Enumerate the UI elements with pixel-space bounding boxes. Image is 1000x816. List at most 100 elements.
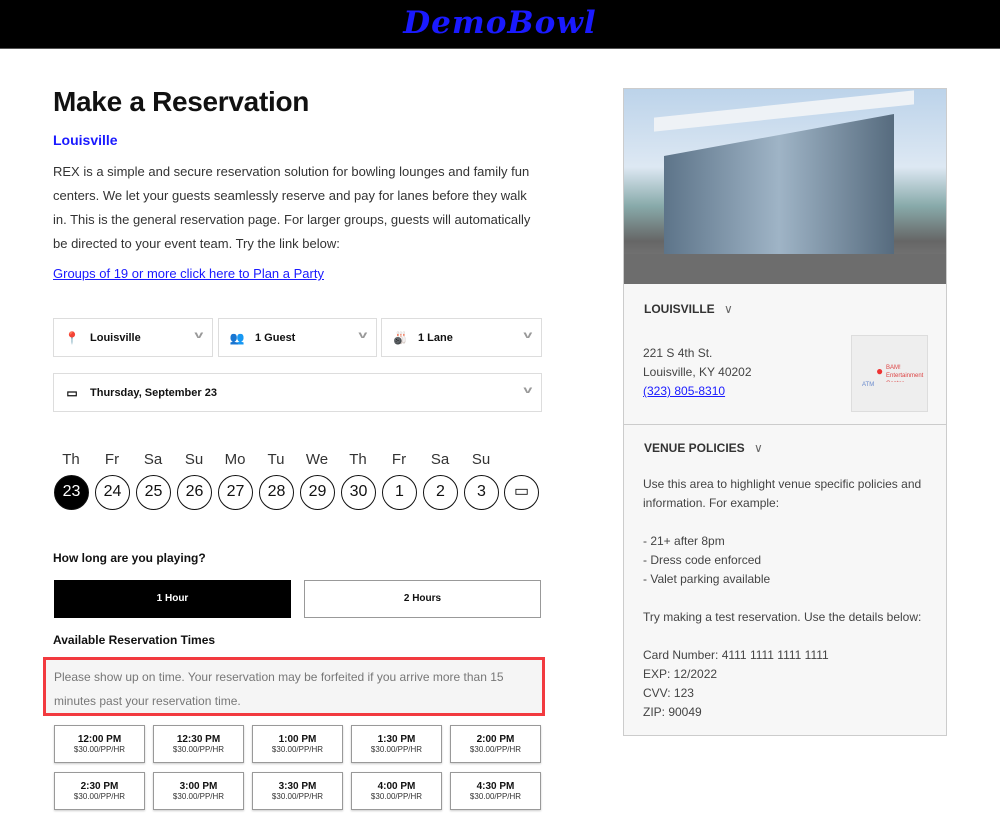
- location-select[interactable]: 📍 Louisville v: [53, 318, 213, 357]
- punctuality-notice: Please show up on time. Your reservation…: [43, 657, 545, 716]
- chevron-down-icon: v: [194, 330, 204, 341]
- date-option[interactable]: 24: [95, 475, 130, 510]
- day-of-week-label: Tu: [267, 451, 285, 468]
- policy-line: - 21+ after 8pm: [643, 534, 725, 548]
- venue-map[interactable]: ● BAM! Entertainment Center ATM: [851, 335, 928, 412]
- slot-time: 4:00 PM: [377, 781, 416, 792]
- chevron-down-icon: v: [523, 385, 533, 396]
- date-option[interactable]: 2: [423, 475, 458, 510]
- time-slot-button[interactable]: 2:30 PM $30.00/PP/HR: [54, 772, 145, 810]
- intro-text: REX is a simple and secure reservation s…: [53, 164, 531, 251]
- date-option[interactable]: 28: [259, 475, 294, 510]
- slot-price: $30.00/PP/HR: [73, 745, 126, 754]
- policy-line: [643, 627, 933, 646]
- slot-time: 1:30 PM: [377, 734, 416, 745]
- reservation-intro: Make a Reservation Louisville REX is a s…: [53, 86, 542, 281]
- date-option[interactable]: 25: [136, 475, 171, 510]
- duration-label: How long are you playing?: [53, 551, 206, 565]
- time-slot-button[interactable]: 3:00 PM $30.00/PP/HR: [153, 772, 244, 810]
- slot-time: 1:00 PM: [278, 734, 317, 745]
- calendar-icon: ▭: [66, 385, 78, 400]
- policy-line: Use this area to highlight venue specifi…: [643, 477, 922, 510]
- slot-time: 3:30 PM: [278, 781, 317, 792]
- location-name: Louisville: [53, 132, 118, 148]
- venue-name-toggle[interactable]: LOUISVILLE ∨: [644, 302, 733, 316]
- slot-price: $30.00/PP/HR: [172, 745, 225, 754]
- venue-phone-link[interactable]: (323) 805-8310: [643, 384, 726, 398]
- policy-line: Try making a test reservation. Use the d…: [643, 610, 922, 624]
- time-slot-button[interactable]: 2:00 PM $30.00/PP/HR: [450, 725, 541, 763]
- time-slot-button[interactable]: 1:00 PM $30.00/PP/HR: [252, 725, 343, 763]
- bowling-icon: 🎳: [392, 330, 408, 345]
- day-of-week-label: Sa: [143, 451, 163, 468]
- policy-line: [643, 513, 933, 532]
- chevron-down-icon: ∨: [754, 441, 763, 455]
- day-of-week-label: Fr: [104, 451, 120, 468]
- page-title: Make a Reservation: [53, 86, 310, 117]
- chevron-down-icon: v: [358, 330, 368, 341]
- date-option[interactable]: 1: [382, 475, 417, 510]
- slot-price: $30.00/PP/HR: [370, 745, 423, 754]
- date-option[interactable]: 29: [300, 475, 335, 510]
- day-of-week-label: Su: [471, 451, 491, 468]
- slot-price: $30.00/PP/HR: [370, 792, 423, 801]
- time-slot-button[interactable]: 1:30 PM $30.00/PP/HR: [351, 725, 442, 763]
- guests-value: 1 Guest: [255, 331, 296, 344]
- slot-price: $30.00/PP/HR: [469, 792, 522, 801]
- people-icon: 👥: [229, 330, 245, 345]
- lanes-select[interactable]: 🎳 1 Lane v: [381, 318, 542, 357]
- venue-address-line1: 221 S 4th St.: [643, 346, 713, 360]
- lanes-value: 1 Lane: [418, 331, 453, 344]
- slot-price: $30.00/PP/HR: [271, 745, 324, 754]
- venue-card: LOUISVILLE ∨ 221 S 4th St. Louisville, K…: [623, 88, 947, 736]
- day-of-week-label: Su: [184, 451, 204, 468]
- venue-photo: [624, 89, 946, 284]
- day-of-week-label: We: [305, 451, 329, 468]
- venue-policies-toggle[interactable]: VENUE POLICIES ∨: [644, 441, 763, 455]
- time-slot-button[interactable]: 4:00 PM $30.00/PP/HR: [351, 772, 442, 810]
- policy-line: - Valet parking available: [643, 572, 771, 586]
- day-of-week-label: Th: [62, 451, 80, 468]
- duration-1-hour-button[interactable]: 1 Hour: [54, 580, 291, 618]
- time-slot-button[interactable]: 3:30 PM $30.00/PP/HR: [252, 772, 343, 810]
- guests-select[interactable]: 👥 1 Guest v: [218, 318, 377, 357]
- chevron-down-icon: v: [523, 330, 533, 341]
- slot-price: $30.00/PP/HR: [172, 792, 225, 801]
- day-of-week-label: Mo: [224, 451, 246, 468]
- logo[interactable]: DemoBowl: [403, 5, 597, 41]
- date-option[interactable]: 30: [341, 475, 376, 510]
- date-option[interactable]: 27: [218, 475, 253, 510]
- slot-time: 12:30 PM: [176, 734, 221, 745]
- slot-time: 4:30 PM: [476, 781, 515, 792]
- day-of-week-label: Sa: [430, 451, 450, 468]
- slot-time: 12:00 PM: [77, 734, 122, 745]
- policy-line: - Dress code enforced: [643, 553, 762, 567]
- policy-line: ZIP: 90049: [643, 705, 702, 719]
- day-of-week-label: Fr: [391, 451, 407, 468]
- slot-price: $30.00/PP/HR: [271, 792, 324, 801]
- slot-price: $30.00/PP/HR: [73, 792, 126, 801]
- plan-party-link[interactable]: Groups of 19 or more click here to Plan …: [53, 266, 324, 281]
- times-label: Available Reservation Times: [53, 633, 216, 647]
- date-option[interactable]: 23: [54, 475, 89, 510]
- time-slot-button[interactable]: 12:00 PM $30.00/PP/HR: [54, 725, 145, 763]
- date-select[interactable]: ▭ Thursday, September 23 v: [53, 373, 542, 412]
- policy-line: EXP: 12/2022: [643, 667, 718, 681]
- venue-address-line2: Louisville, KY 40202: [643, 365, 752, 379]
- date-option[interactable]: 3: [464, 475, 499, 510]
- map-pin-icon: 📍: [64, 330, 80, 345]
- time-slot-button[interactable]: 12:30 PM $30.00/PP/HR: [153, 725, 244, 763]
- chevron-down-icon: ∨: [724, 302, 733, 316]
- location-value: Louisville: [90, 331, 141, 344]
- open-calendar-button[interactable]: ▭: [504, 475, 539, 510]
- slot-time: 2:00 PM: [476, 734, 515, 745]
- date-value: Thursday, September 23: [90, 386, 217, 399]
- policy-line: [643, 589, 933, 608]
- policy-line: Card Number: 4111 1111 1111 1111: [643, 648, 829, 662]
- duration-2-hours-button[interactable]: 2 Hours: [304, 580, 541, 618]
- time-slot-button[interactable]: 4:30 PM $30.00/PP/HR: [450, 772, 541, 810]
- venue-policies-text: Use this area to highlight venue specifi…: [643, 475, 933, 722]
- map-pin-icon: ●: [876, 364, 884, 378]
- date-option[interactable]: 26: [177, 475, 212, 510]
- slot-price: $30.00/PP/HR: [469, 745, 522, 754]
